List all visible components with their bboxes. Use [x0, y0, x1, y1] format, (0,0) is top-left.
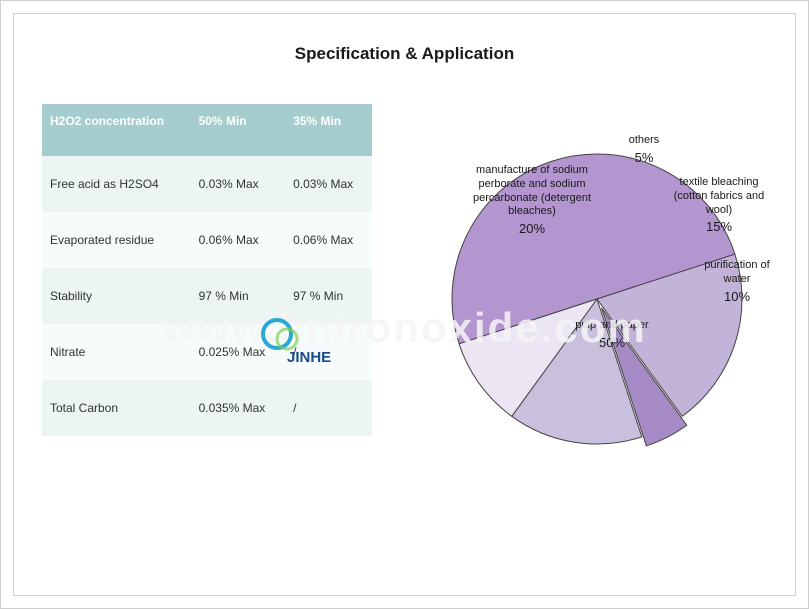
pie-slice-label: purification of water 10%	[692, 259, 782, 305]
slice-label-text: purification of water	[704, 259, 769, 285]
page-title: Specification & Application	[14, 44, 795, 64]
col-header-param: H2O2 concentration	[42, 104, 191, 156]
cell-value: 97 % Min	[285, 268, 372, 324]
table-row: Stability97 % Min97 % Min	[42, 268, 372, 324]
slice-label-text: manufacture of sodium perborate and sodi…	[473, 164, 591, 217]
slice-label-text: textile bleaching (cotton fabrics and wo…	[674, 176, 765, 216]
col-header-1: 50% Min	[191, 104, 286, 156]
table-row: Evaporated residue0.06% Max0.06% Max	[42, 212, 372, 268]
cell-value: 0.06% Max	[285, 212, 372, 268]
application-pie-chart: pulp and paper 50% manufacture of sodium p…	[402, 104, 762, 464]
row-label: Nitrate	[42, 324, 191, 380]
cell-value: /	[285, 324, 372, 380]
slice-label-pct: 5%	[614, 150, 674, 166]
spec-table: H2O2 concentration50% Min35% Min Free ac…	[42, 104, 372, 436]
pie-slice-label: manufacture of sodium perborate and sodi…	[452, 164, 612, 237]
slice-label-pct: 50%	[552, 335, 672, 351]
row-label: Total Carbon	[42, 380, 191, 436]
row-label: Stability	[42, 268, 191, 324]
cell-value: 0.025% Max	[191, 324, 286, 380]
slice-label-pct: 10%	[692, 289, 782, 305]
cell-value: 0.06% Max	[191, 212, 286, 268]
table-row: Free acid as H2SO40.03% Max0.03% Max	[42, 156, 372, 212]
table-row: Nitrate0.025% Max/	[42, 324, 372, 380]
cell-value: /	[285, 380, 372, 436]
pie-slice-label: textile bleaching (cotton fabrics and wo…	[664, 176, 774, 236]
cell-value: 0.03% Max	[191, 156, 286, 212]
slice-label-text: pulp and paper	[575, 319, 648, 331]
row-label: Evaporated residue	[42, 212, 191, 268]
pie-slice-label: others 5%	[614, 134, 674, 166]
slice-label-text: others	[629, 134, 660, 146]
slice-label-pct: 20%	[452, 221, 612, 237]
pie-slice-label: pulp and paper 50%	[552, 319, 672, 351]
row-label: Free acid as H2SO4	[42, 156, 191, 212]
cell-value: 97 % Min	[191, 268, 286, 324]
cell-value: 0.035% Max	[191, 380, 286, 436]
cell-value: 0.03% Max	[285, 156, 372, 212]
col-header-2: 35% Min	[285, 104, 372, 156]
slice-label-pct: 15%	[664, 219, 774, 235]
table-row: Total Carbon0.035% Max/	[42, 380, 372, 436]
